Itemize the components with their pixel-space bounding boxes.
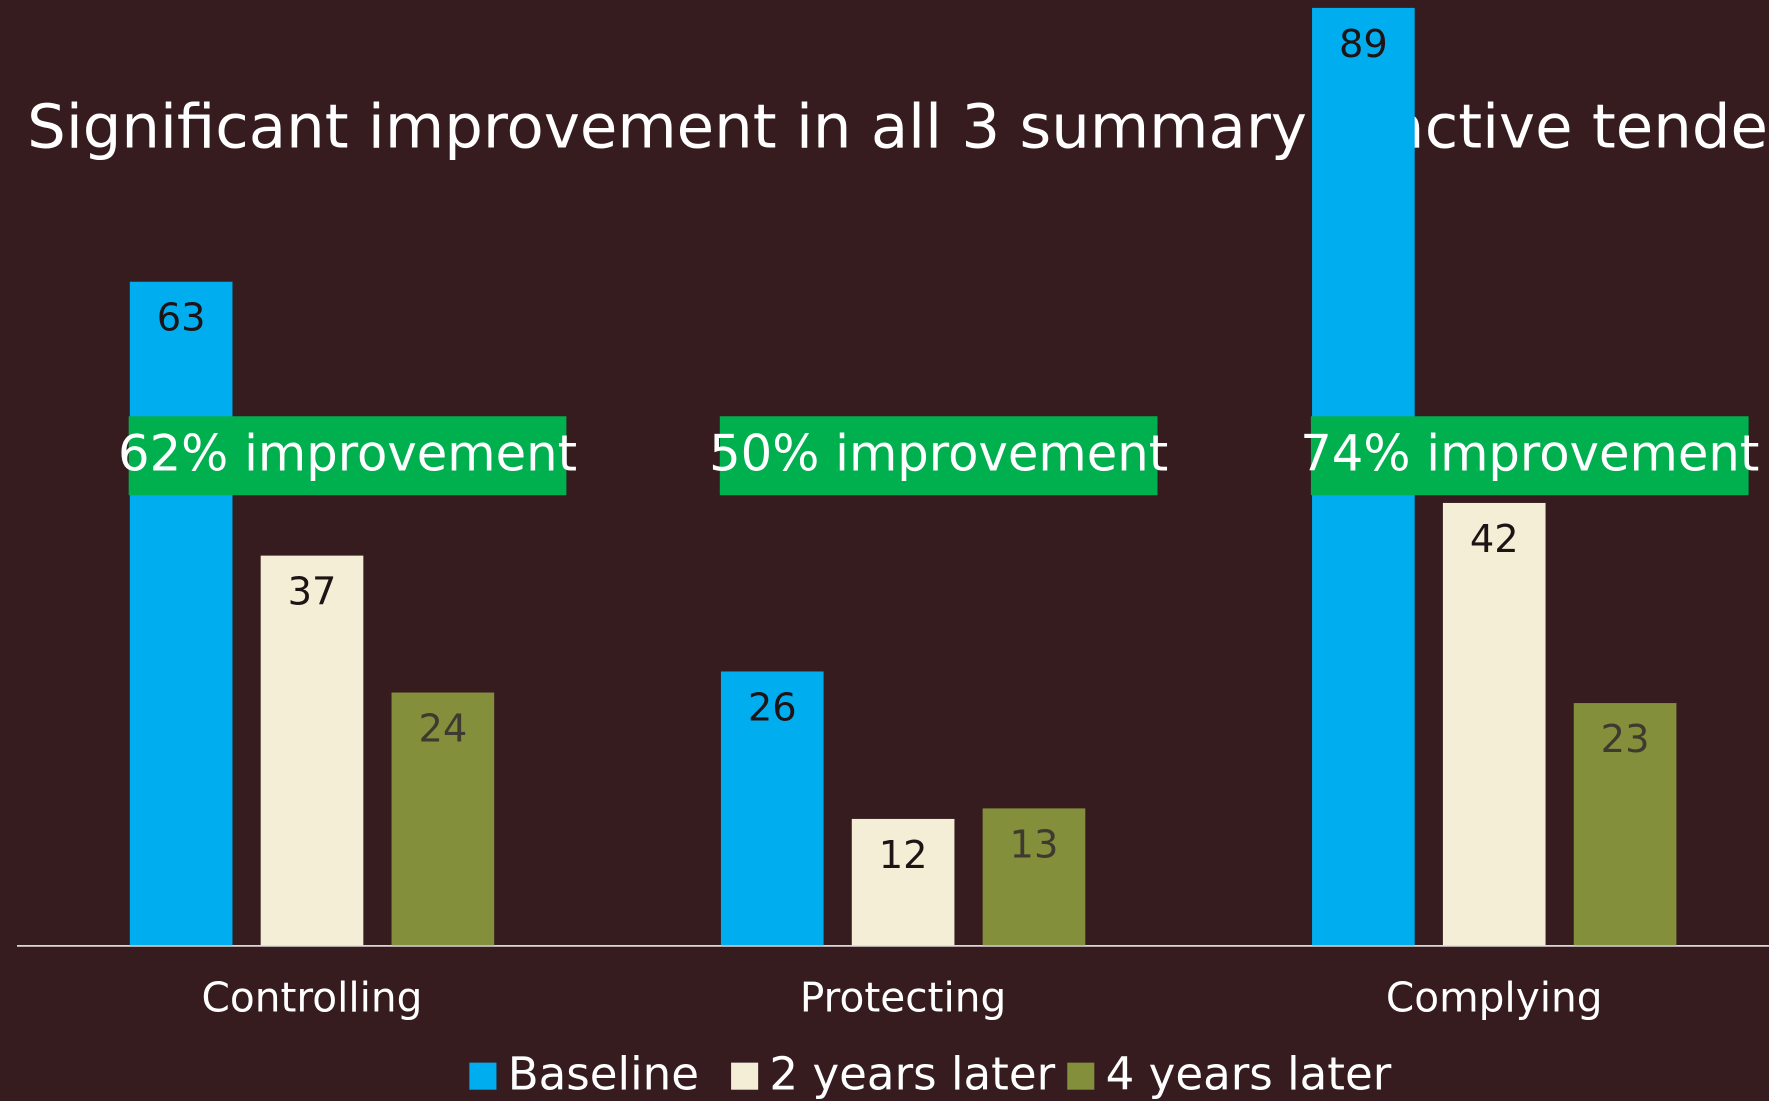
x-tick-label: Controlling <box>202 974 423 1022</box>
bar <box>1573 703 1677 946</box>
bar <box>851 818 955 946</box>
x-tick-label: Protecting <box>800 974 1006 1022</box>
annotation: 50% improvement <box>709 424 1168 482</box>
data-label: 13 <box>1010 822 1059 867</box>
data-label: 89 <box>1339 22 1388 67</box>
chart-title: Significant improvement in all 3 summary… <box>27 91 1769 162</box>
data-label: 37 <box>288 569 337 614</box>
legend-label: 4 years later <box>1106 1047 1392 1100</box>
annotation-box <box>128 416 567 496</box>
data-label: 23 <box>1601 717 1650 762</box>
x-tick-label: Complying <box>1386 974 1603 1022</box>
legend-swatch <box>469 1062 497 1090</box>
legend-label: Baseline <box>508 1047 699 1100</box>
annotation: 62% improvement <box>118 424 577 482</box>
annotation: 74% improvement <box>1300 424 1759 482</box>
bar <box>720 671 824 946</box>
bar <box>1442 502 1546 946</box>
data-label: 63 <box>157 296 206 341</box>
bar <box>982 808 1086 946</box>
data-label: 42 <box>1470 517 1519 562</box>
bar <box>129 281 233 946</box>
annotation-box <box>719 416 1158 496</box>
legend-label: 2 years later <box>769 1047 1055 1100</box>
data-label: 12 <box>879 833 928 878</box>
legend-swatch <box>731 1062 759 1090</box>
data-label: 26 <box>748 685 797 730</box>
data-label: 24 <box>418 706 467 751</box>
legend-swatch <box>1067 1062 1095 1090</box>
annotation-box <box>1310 416 1749 496</box>
bar <box>260 555 364 946</box>
bar <box>391 692 495 946</box>
